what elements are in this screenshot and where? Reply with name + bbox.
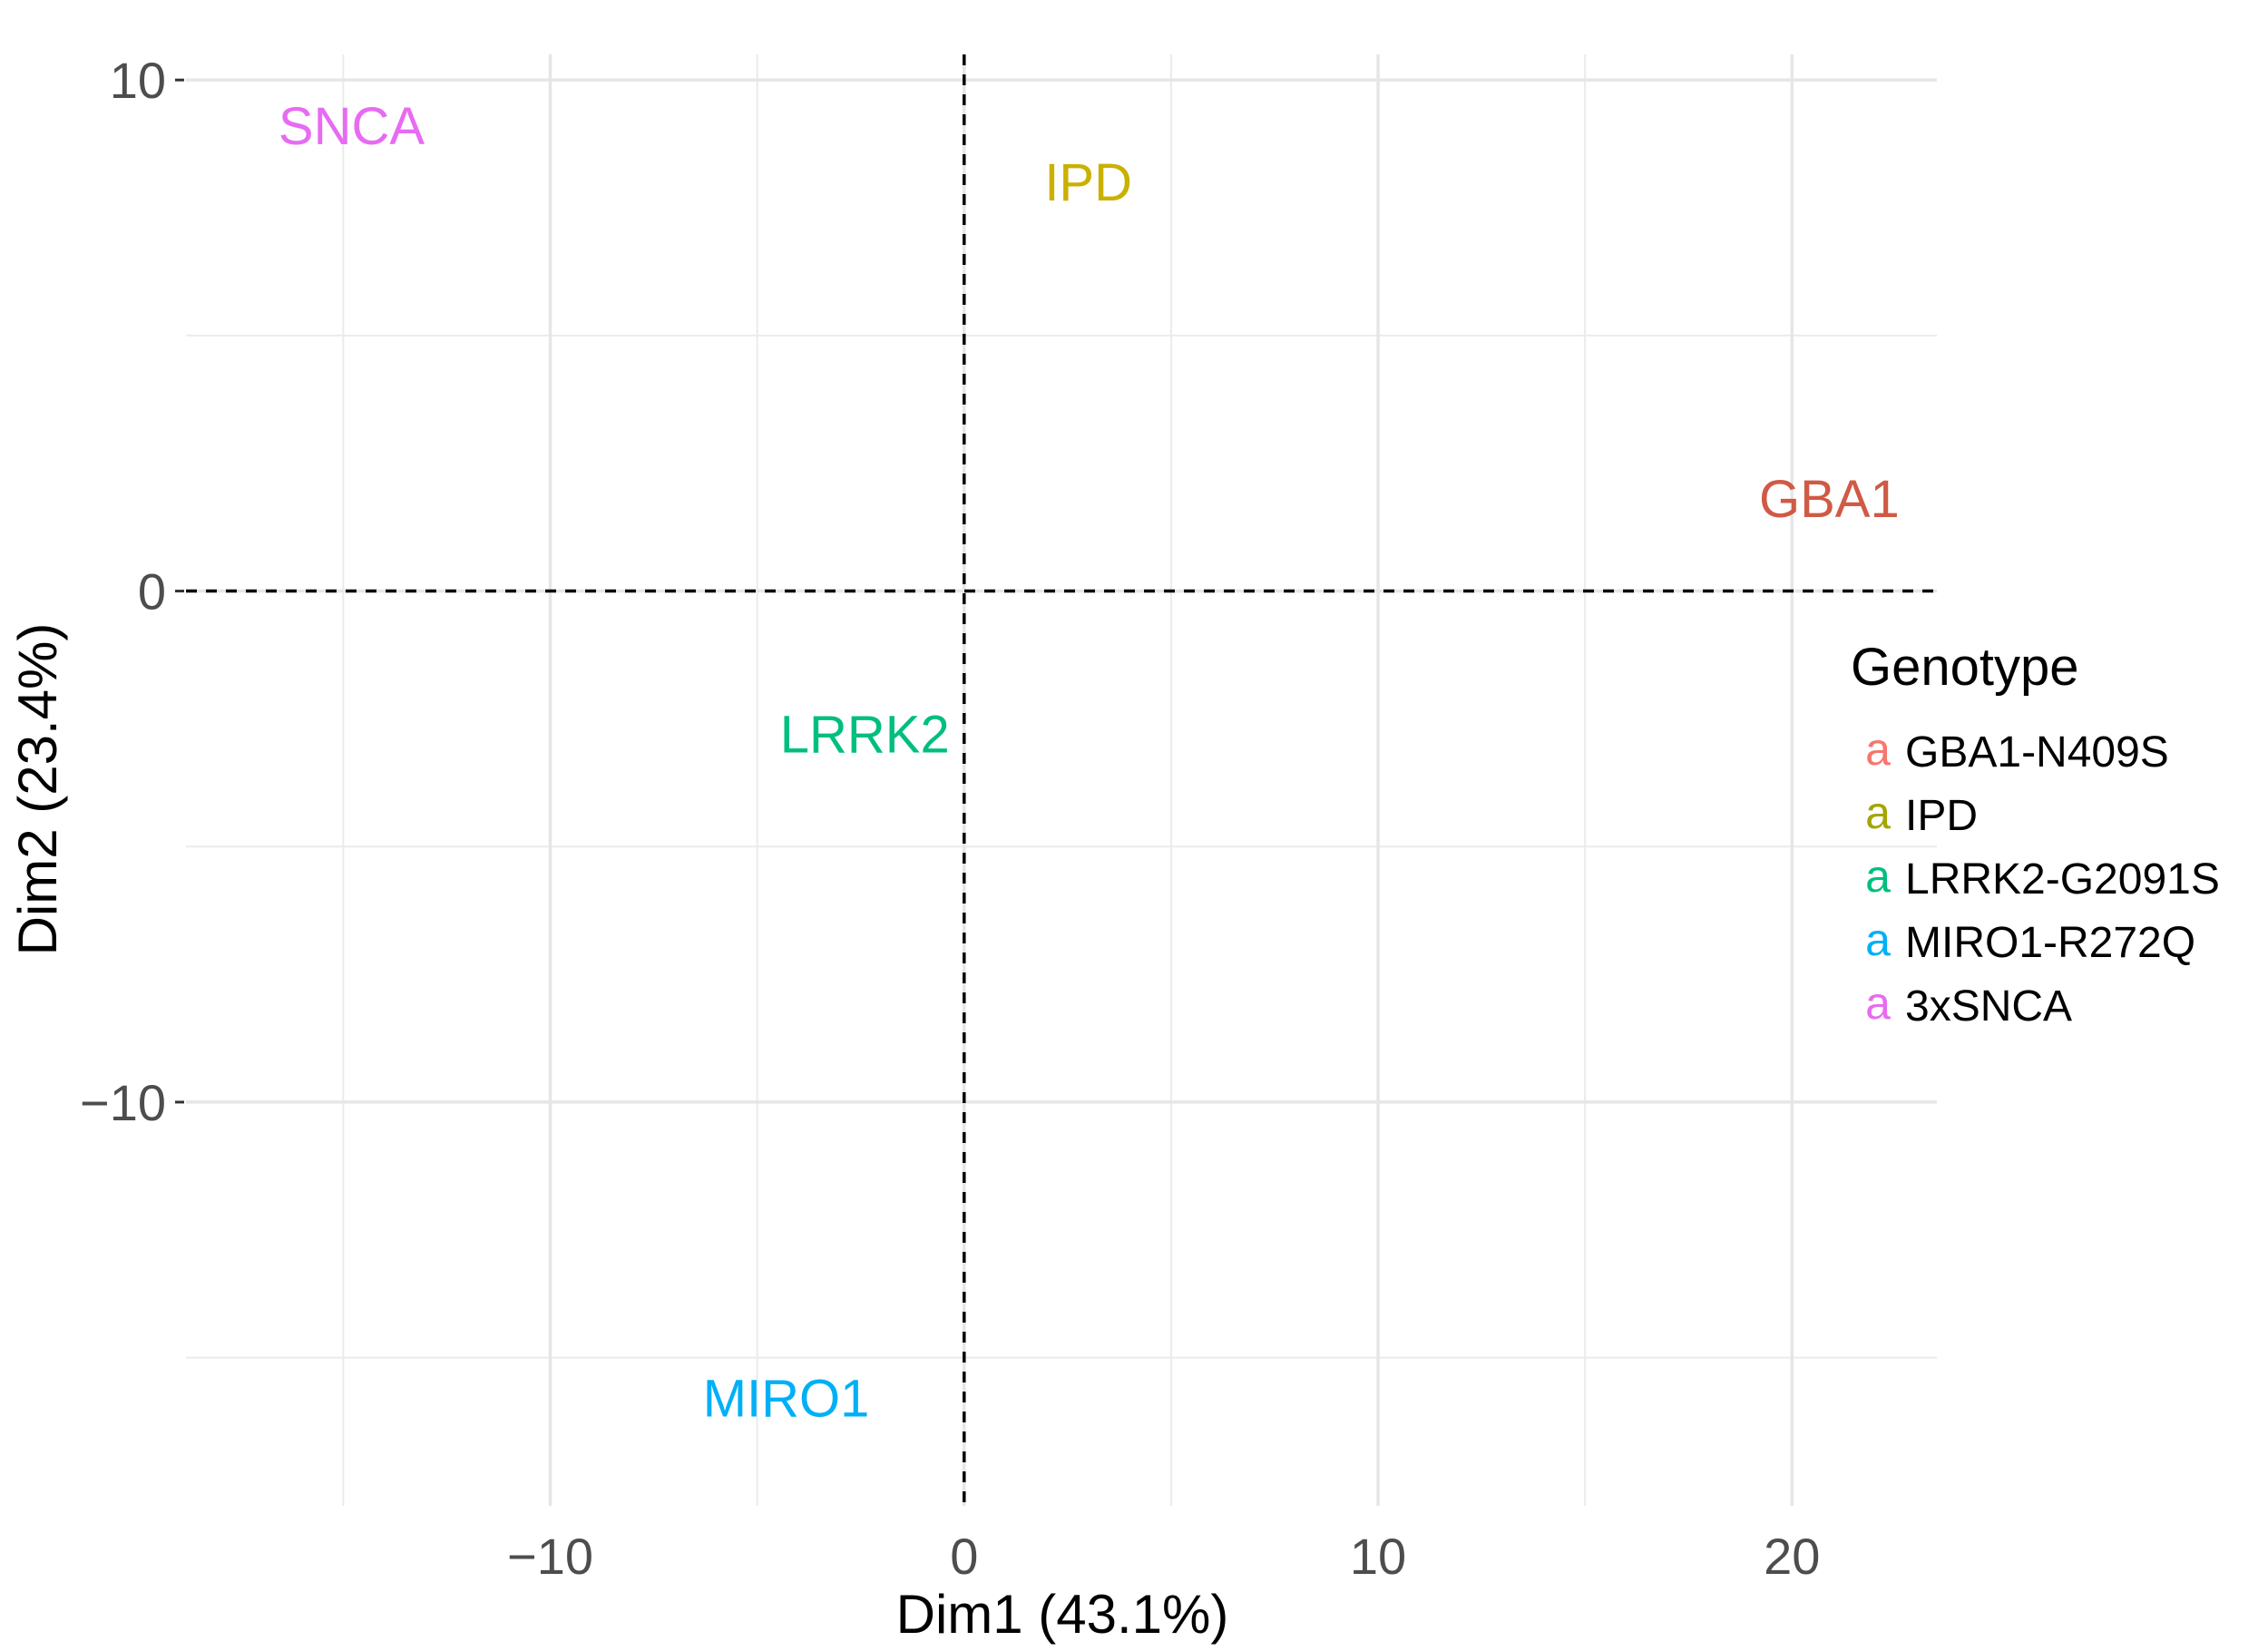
legend-key-glyph: a (1865, 787, 1891, 838)
legend-entry-label: MIRO1-R272Q (1905, 919, 2195, 967)
grid-layer (186, 54, 1937, 1506)
point-label-gba1: GBA1 (1759, 470, 1900, 529)
legend-key-glyph: a (1865, 914, 1891, 965)
axis-ticks: −10 0 10 20 10 0 −10 (80, 52, 1820, 1585)
point-label-miro1: MIRO1 (703, 1370, 870, 1429)
point-labels: SNCA IPD GBA1 LRRK2 MIRO1 (279, 97, 1900, 1429)
legend-key-glyph: a (1865, 724, 1891, 775)
x-tick-label: 20 (1764, 1528, 1820, 1585)
reference-lines (186, 54, 1937, 1506)
y-tick-label: 0 (138, 563, 166, 620)
point-label-snca: SNCA (279, 97, 425, 156)
legend-title: Genotype (1851, 638, 2079, 697)
legend-key-glyph: a (1865, 978, 1891, 1029)
y-tick-label: 10 (110, 52, 166, 109)
legend-entry-label: 3xSNCA (1905, 982, 2072, 1031)
y-tick-label: −10 (80, 1074, 166, 1131)
y-axis-title: Dim2 (23.4%) (7, 623, 68, 956)
legend-entry-label: IPD (1905, 792, 1978, 840)
x-axis-title: Dim1 (43.1%) (896, 1584, 1229, 1645)
x-tick-label: 0 (950, 1528, 978, 1585)
legend-entry-label: GBA1-N409S (1905, 728, 2169, 777)
point-label-ipd: IPD (1044, 153, 1132, 212)
point-label-lrrk2: LRRK2 (780, 705, 950, 764)
x-tick-label: −10 (507, 1528, 593, 1585)
legend-entry-label: LRRK2-G2091S (1905, 855, 2220, 904)
legend-key-glyph: a (1865, 851, 1891, 902)
legend: Genotype a GBA1-N409S a IPD a LRRK2-G2091S a MIR… (1851, 638, 2220, 1031)
x-tick-label: 10 (1350, 1528, 1406, 1585)
